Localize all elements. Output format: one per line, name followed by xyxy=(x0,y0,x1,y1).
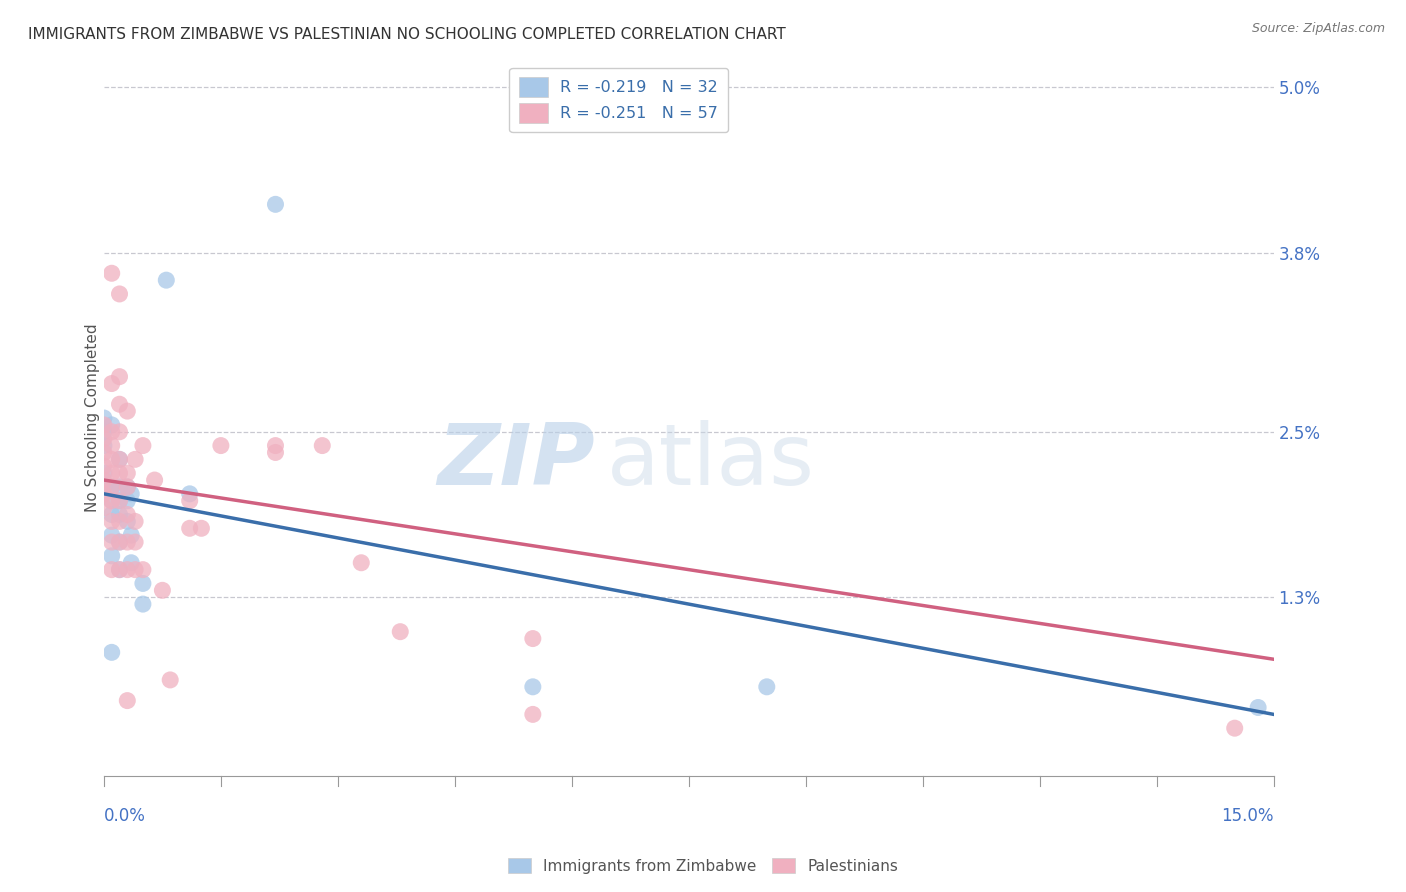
Point xyxy=(93,473,115,487)
Point xyxy=(100,549,122,563)
Legend: R = -0.219   N = 32, R = -0.251   N = 57: R = -0.219 N = 32, R = -0.251 N = 57 xyxy=(509,68,728,132)
Point xyxy=(132,439,155,453)
Point xyxy=(100,493,122,508)
Point xyxy=(117,508,139,522)
Point xyxy=(108,287,131,301)
Point xyxy=(93,425,115,439)
Point xyxy=(120,487,142,501)
Point xyxy=(100,439,122,453)
Point xyxy=(389,624,412,639)
Point xyxy=(117,693,139,707)
Point xyxy=(100,480,122,494)
Point xyxy=(117,563,139,577)
Point xyxy=(108,452,131,467)
Point xyxy=(179,487,201,501)
Point xyxy=(117,480,139,494)
Point xyxy=(755,680,778,694)
Point xyxy=(117,535,139,549)
Point xyxy=(124,535,146,549)
Point xyxy=(159,673,181,687)
Point xyxy=(117,466,139,480)
Point xyxy=(152,583,174,598)
Point xyxy=(1247,700,1270,714)
Point xyxy=(108,493,131,508)
Text: Source: ZipAtlas.com: Source: ZipAtlas.com xyxy=(1251,22,1385,36)
Point xyxy=(117,515,139,529)
Point xyxy=(117,404,139,418)
Point xyxy=(108,466,131,480)
Point xyxy=(93,445,115,459)
Point xyxy=(108,369,131,384)
Text: 0.0%: 0.0% xyxy=(104,806,146,825)
Point xyxy=(264,197,287,211)
Point xyxy=(522,707,544,722)
Point xyxy=(108,508,131,522)
Text: atlas: atlas xyxy=(607,419,815,502)
Point xyxy=(100,515,122,529)
Point xyxy=(93,500,115,515)
Y-axis label: No Schooling Completed: No Schooling Completed xyxy=(86,324,100,512)
Point xyxy=(155,273,177,287)
Point xyxy=(179,493,201,508)
Point xyxy=(108,535,131,549)
Point xyxy=(108,425,131,439)
Point xyxy=(117,493,139,508)
Point xyxy=(120,556,142,570)
Point xyxy=(100,466,122,480)
Point xyxy=(179,521,201,535)
Point xyxy=(93,417,115,432)
Point xyxy=(350,556,373,570)
Point xyxy=(264,439,287,453)
Point xyxy=(100,508,122,522)
Point xyxy=(108,563,131,577)
Point xyxy=(93,459,115,474)
Point xyxy=(100,480,122,494)
Point xyxy=(100,452,122,467)
Point xyxy=(117,480,139,494)
Point xyxy=(100,425,122,439)
Text: ZIP: ZIP xyxy=(437,419,595,502)
Point xyxy=(93,439,115,453)
Point xyxy=(108,493,131,508)
Point xyxy=(522,632,544,646)
Point xyxy=(100,563,122,577)
Point xyxy=(108,452,131,467)
Point xyxy=(132,563,155,577)
Legend: Immigrants from Zimbabwe, Palestinians: Immigrants from Zimbabwe, Palestinians xyxy=(502,852,904,880)
Point xyxy=(108,563,131,577)
Point xyxy=(124,452,146,467)
Point xyxy=(108,515,131,529)
Point xyxy=(120,528,142,542)
Point xyxy=(132,597,155,611)
Point xyxy=(100,645,122,659)
Point xyxy=(100,535,122,549)
Point xyxy=(522,680,544,694)
Point xyxy=(93,466,115,480)
Point xyxy=(124,515,146,529)
Point xyxy=(93,480,115,494)
Point xyxy=(143,473,166,487)
Point xyxy=(264,445,287,459)
Point xyxy=(100,528,122,542)
Point xyxy=(108,397,131,411)
Point xyxy=(93,432,115,446)
Point xyxy=(108,535,131,549)
Point xyxy=(100,376,122,391)
Text: IMMIGRANTS FROM ZIMBABWE VS PALESTINIAN NO SCHOOLING COMPLETED CORRELATION CHART: IMMIGRANTS FROM ZIMBABWE VS PALESTINIAN … xyxy=(28,27,786,42)
Point xyxy=(93,411,115,425)
Point xyxy=(93,487,115,501)
Point xyxy=(209,439,232,453)
Point xyxy=(100,493,122,508)
Text: 15.0%: 15.0% xyxy=(1222,806,1274,825)
Point xyxy=(100,417,122,432)
Point xyxy=(108,480,131,494)
Point xyxy=(100,266,122,280)
Point xyxy=(1223,721,1246,735)
Point xyxy=(190,521,212,535)
Point xyxy=(311,439,333,453)
Point xyxy=(124,563,146,577)
Point xyxy=(132,576,155,591)
